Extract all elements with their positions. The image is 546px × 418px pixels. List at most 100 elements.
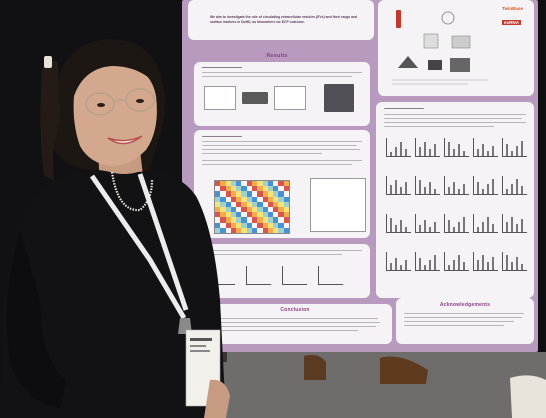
heatmap-cell	[267, 212, 274, 218]
heatmap-cell	[251, 196, 258, 202]
heatmap-cell	[225, 186, 231, 192]
heatmap-cell	[278, 181, 284, 187]
heatmap-cell	[230, 227, 237, 233]
heatmap-cell	[251, 206, 258, 213]
heatmap-cell	[283, 186, 289, 192]
heatmap-cell	[278, 217, 284, 223]
heatmap-cell	[278, 201, 284, 207]
heatmap-cell	[273, 201, 279, 207]
heatmap-cell	[241, 181, 247, 187]
conclusion-panel: Conclusion	[198, 304, 392, 344]
heatmap-cell	[246, 222, 252, 228]
heatmap-cell	[230, 191, 237, 197]
heatmap-cell	[267, 181, 274, 187]
microrna-cargo-panel	[194, 130, 370, 238]
heatmap-cell	[273, 212, 279, 218]
heatmap-cell	[230, 222, 237, 228]
heatmap-cell	[246, 191, 252, 197]
heatmap-cell	[262, 201, 268, 207]
heatmap-cell	[262, 217, 268, 223]
mirna-heatmap	[214, 180, 290, 234]
heatmap-cell	[267, 196, 274, 202]
heatmap-cell	[257, 227, 263, 233]
logo-twinbase: TwinBase	[502, 6, 524, 11]
heatmap-cell	[278, 191, 284, 197]
heatmap-cell	[230, 196, 237, 202]
heatmap-cell	[241, 217, 247, 223]
heatmap-cell	[278, 186, 284, 192]
heatmap-cell	[273, 186, 279, 192]
heatmap-cell	[246, 217, 252, 223]
heatmap-cell	[236, 186, 242, 192]
heatmap-cell	[251, 181, 258, 187]
heatmap-cell	[225, 206, 231, 213]
heatmap-cell	[257, 217, 263, 223]
heatmap-cell	[230, 212, 237, 218]
heatmap-cell	[236, 191, 242, 197]
characterization-panel	[194, 62, 370, 126]
heatmap-cell	[241, 186, 247, 192]
heatmap-cell	[273, 206, 279, 213]
heatmap-cell	[230, 206, 237, 213]
mirna-table	[310, 178, 366, 232]
heatmap-cell	[283, 206, 289, 213]
dark-backdrop-left	[0, 0, 200, 418]
marker-plot	[386, 252, 411, 271]
heatmap-cell	[241, 196, 247, 202]
heatmap-cell	[262, 191, 268, 197]
methods-figure-panel: TwinBase exRNA	[378, 0, 534, 96]
heatmap-cell	[283, 222, 289, 228]
heatmap-cell	[241, 227, 247, 233]
heatmap-cell	[230, 186, 237, 192]
heatmap-cell	[262, 196, 268, 202]
marker-plot	[473, 214, 498, 233]
marker-plot	[386, 176, 411, 195]
heatmap-cell	[257, 181, 263, 187]
heatmap-cell	[283, 201, 289, 207]
heatmap-cell	[262, 206, 268, 213]
heatmap-cell	[283, 217, 289, 223]
heatmap-cell	[230, 181, 237, 187]
heatmap-cell	[257, 206, 263, 213]
heatmap-cell	[225, 191, 231, 197]
heatmap-cell	[283, 196, 289, 202]
heatmap-cell	[236, 222, 242, 228]
marker-plot	[415, 214, 440, 233]
heatmap-cell	[236, 206, 242, 213]
heatmap-cell	[257, 186, 263, 192]
conclusion-heading: Conclusion	[280, 307, 310, 313]
heatmap-cell	[257, 212, 263, 218]
heatmap-cell	[251, 222, 258, 228]
marker-plot	[502, 138, 527, 157]
marker-plot	[415, 176, 440, 195]
heatmap-cell	[225, 217, 231, 223]
heatmap-cell	[236, 212, 242, 218]
heatmap-cell	[225, 201, 231, 207]
marker-plot	[473, 138, 498, 157]
heatmap-cell	[257, 222, 263, 228]
heatmap-cell	[236, 201, 242, 207]
heatmap-cell	[267, 227, 274, 233]
marker-plot	[502, 214, 527, 233]
acknowledgements-panel: Acknowledgements	[396, 298, 534, 344]
marker-plot	[415, 252, 440, 271]
surface-markers-panel	[376, 102, 534, 298]
heatmap-cell	[241, 212, 247, 218]
heatmap-cell	[246, 181, 252, 187]
heatmap-cell	[267, 206, 274, 213]
heatmap-cell	[273, 222, 279, 228]
heatmap-cell	[273, 181, 279, 187]
results-heading: Results	[266, 53, 288, 59]
heatmap-cell	[246, 201, 252, 207]
heatmap-cell	[251, 227, 258, 233]
heatmap-cell	[251, 191, 258, 197]
bench-instrument-icon	[398, 56, 418, 68]
heatmap-cell	[230, 201, 237, 207]
heatmap-cell	[267, 217, 274, 223]
marker-plot	[444, 214, 469, 233]
heatmap-cell	[267, 191, 274, 197]
heatmap-cell	[278, 196, 284, 202]
heatmap-cell	[273, 227, 279, 233]
marker-plot	[386, 214, 411, 233]
